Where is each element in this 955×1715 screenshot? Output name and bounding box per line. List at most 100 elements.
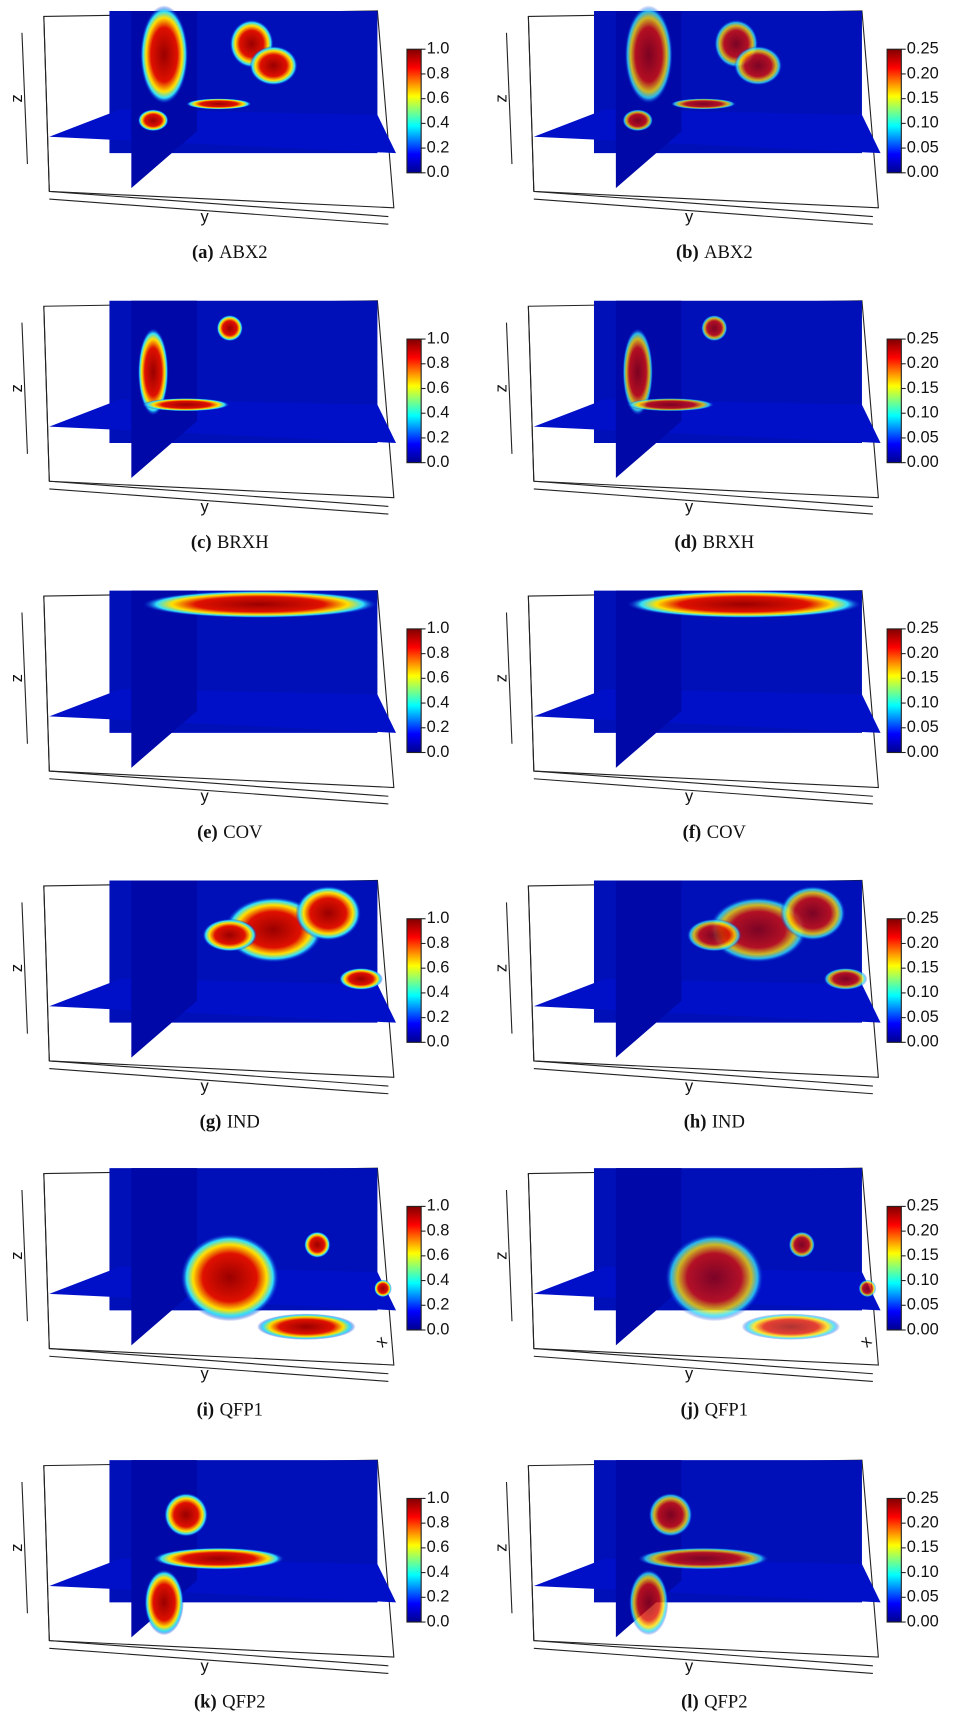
colorbar-tick-label: 0.00 <box>907 743 939 761</box>
colorbar-tick-label: 0.00 <box>907 1612 939 1630</box>
caption-name: COV <box>707 822 747 843</box>
panel: zyx0.00.20.40.60.81.0(i)QFP1 <box>8 1168 449 1420</box>
blob <box>665 1234 763 1322</box>
caption-label: (e) <box>197 822 218 843</box>
caption-name: ABX2 <box>704 242 753 263</box>
caption-label: (h) <box>684 1112 707 1133</box>
blob <box>186 98 252 109</box>
colorbar-tick-label: 0.25 <box>907 1489 939 1507</box>
axis-arrow <box>534 1356 873 1381</box>
colorbar <box>887 1206 901 1330</box>
box-wire <box>534 1641 873 1666</box>
colorbar-tick-label: 0.4 <box>427 114 450 132</box>
axis-label: y <box>685 1078 694 1096</box>
colorbar-tick-label: 0.8 <box>427 1221 450 1239</box>
panel: zyx0.000.050.100.150.200.25(j)QFP1 <box>492 1168 938 1420</box>
colorbar-tick-label: 0.8 <box>427 1513 450 1531</box>
caption-name: BRXH <box>703 532 755 553</box>
axis-label: y <box>201 1078 210 1096</box>
panel: zy0.000.050.100.150.200.25(h)IND <box>492 880 938 1132</box>
colorbar-tick-label: 0.05 <box>907 1008 939 1026</box>
colorbar-tick-label: 0.10 <box>907 1271 939 1289</box>
axis-label: z <box>8 1252 26 1260</box>
box-wire <box>534 771 873 796</box>
caption-name: BRXH <box>217 532 269 553</box>
panel: zy0.00.20.40.60.81.0(c)BRXH <box>8 301 449 553</box>
colorbar-tick-label: 0.6 <box>427 1538 450 1556</box>
blob <box>142 591 377 618</box>
colorbar-tick-label: 0.0 <box>427 1033 450 1051</box>
colorbar-tick-label: 1.0 <box>427 329 450 347</box>
vertical-slice <box>616 880 682 1057</box>
panel: zy0.000.050.100.150.200.25(l)QFP2 <box>492 1460 938 1712</box>
colorbar-tick-label: 0.2 <box>427 718 450 736</box>
blob <box>257 1314 355 1340</box>
caption: (h)IND <box>684 1112 745 1133</box>
colorbar-tick-label: 0.6 <box>427 1246 450 1264</box>
colorbar-tick-label: 0.4 <box>427 404 450 422</box>
box-wire <box>44 306 49 481</box>
axis-label: y <box>201 498 210 516</box>
caption: (c)BRXH <box>191 532 269 553</box>
caption-label: (l) <box>681 1691 699 1712</box>
colorbar-tick-label: 0.8 <box>427 644 450 662</box>
colorbar-tick-label: 0.20 <box>907 934 939 952</box>
colorbar <box>887 1498 901 1622</box>
caption: (f)COV <box>683 822 747 843</box>
caption-name: QFP1 <box>705 1399 748 1420</box>
panel: zy0.00.20.40.60.81.0(k)QFP2 <box>8 1460 449 1712</box>
colorbar-tick-label: 0.15 <box>907 89 939 107</box>
colorbar-tick-label: 0.2 <box>427 428 450 446</box>
colorbar <box>887 629 901 753</box>
colorbar-tick-label: 0.15 <box>907 1538 939 1556</box>
caption: (b)ABX2 <box>676 242 753 263</box>
caption-label: (b) <box>676 242 699 263</box>
colorbar-tick-label: 0.00 <box>907 1320 939 1338</box>
box-wire <box>49 191 388 216</box>
colorbar-tick-label: 1.0 <box>427 1489 450 1507</box>
box-wire <box>49 481 388 506</box>
colorbar-tick-label: 0.25 <box>907 619 939 637</box>
blob <box>649 1493 693 1537</box>
box-wire <box>534 1349 873 1374</box>
box-wire <box>528 1466 533 1641</box>
colorbar-tick-label: 0.10 <box>907 1563 939 1581</box>
colorbar-tick-label: 0.4 <box>427 1563 450 1581</box>
colorbar-tick-label: 0.15 <box>907 669 939 687</box>
caption: (k)QFP2 <box>194 1691 266 1712</box>
caption: (g)IND <box>200 1112 260 1133</box>
colorbar-tick-label: 0.6 <box>427 669 450 687</box>
colorbar-tick-label: 0.0 <box>427 1320 450 1338</box>
blob <box>789 1232 815 1258</box>
blob <box>629 1570 668 1636</box>
caption-name: IND <box>227 1112 260 1133</box>
colorbar-tick-label: 0.8 <box>427 64 450 82</box>
blob <box>181 1234 279 1322</box>
caption: (j)QFP1 <box>681 1399 748 1420</box>
colorbar-tick-label: 0.10 <box>907 983 939 1001</box>
axis-arrow <box>49 779 388 804</box>
blob <box>142 398 230 411</box>
axis-label: z <box>8 964 26 972</box>
blob <box>164 1493 208 1537</box>
axis-arrow <box>534 489 873 514</box>
colorbar <box>407 919 421 1043</box>
colorbar <box>887 49 901 173</box>
box-wire <box>49 771 388 796</box>
box-wire <box>534 481 873 506</box>
colorbar-tick-label: 0.20 <box>907 1221 939 1239</box>
panel: zy0.00.20.40.60.81.0(e)COV <box>8 591 449 843</box>
blob <box>824 968 868 990</box>
box-wire <box>44 16 49 191</box>
axis-arrow <box>534 1069 873 1094</box>
axis-label: y <box>685 208 694 226</box>
blob <box>202 919 257 952</box>
caption: (a)ABX2 <box>192 242 268 263</box>
box-wire <box>528 306 533 481</box>
colorbar-tick-label: 1.0 <box>427 909 450 927</box>
caption: (i)QFP1 <box>197 1399 263 1420</box>
colorbar-tick-label: 0.6 <box>427 959 450 977</box>
panel: zy0.00.20.40.60.81.0(g)IND <box>8 880 449 1132</box>
blob <box>742 1314 840 1340</box>
colorbar-tick-label: 0.0 <box>427 163 450 181</box>
